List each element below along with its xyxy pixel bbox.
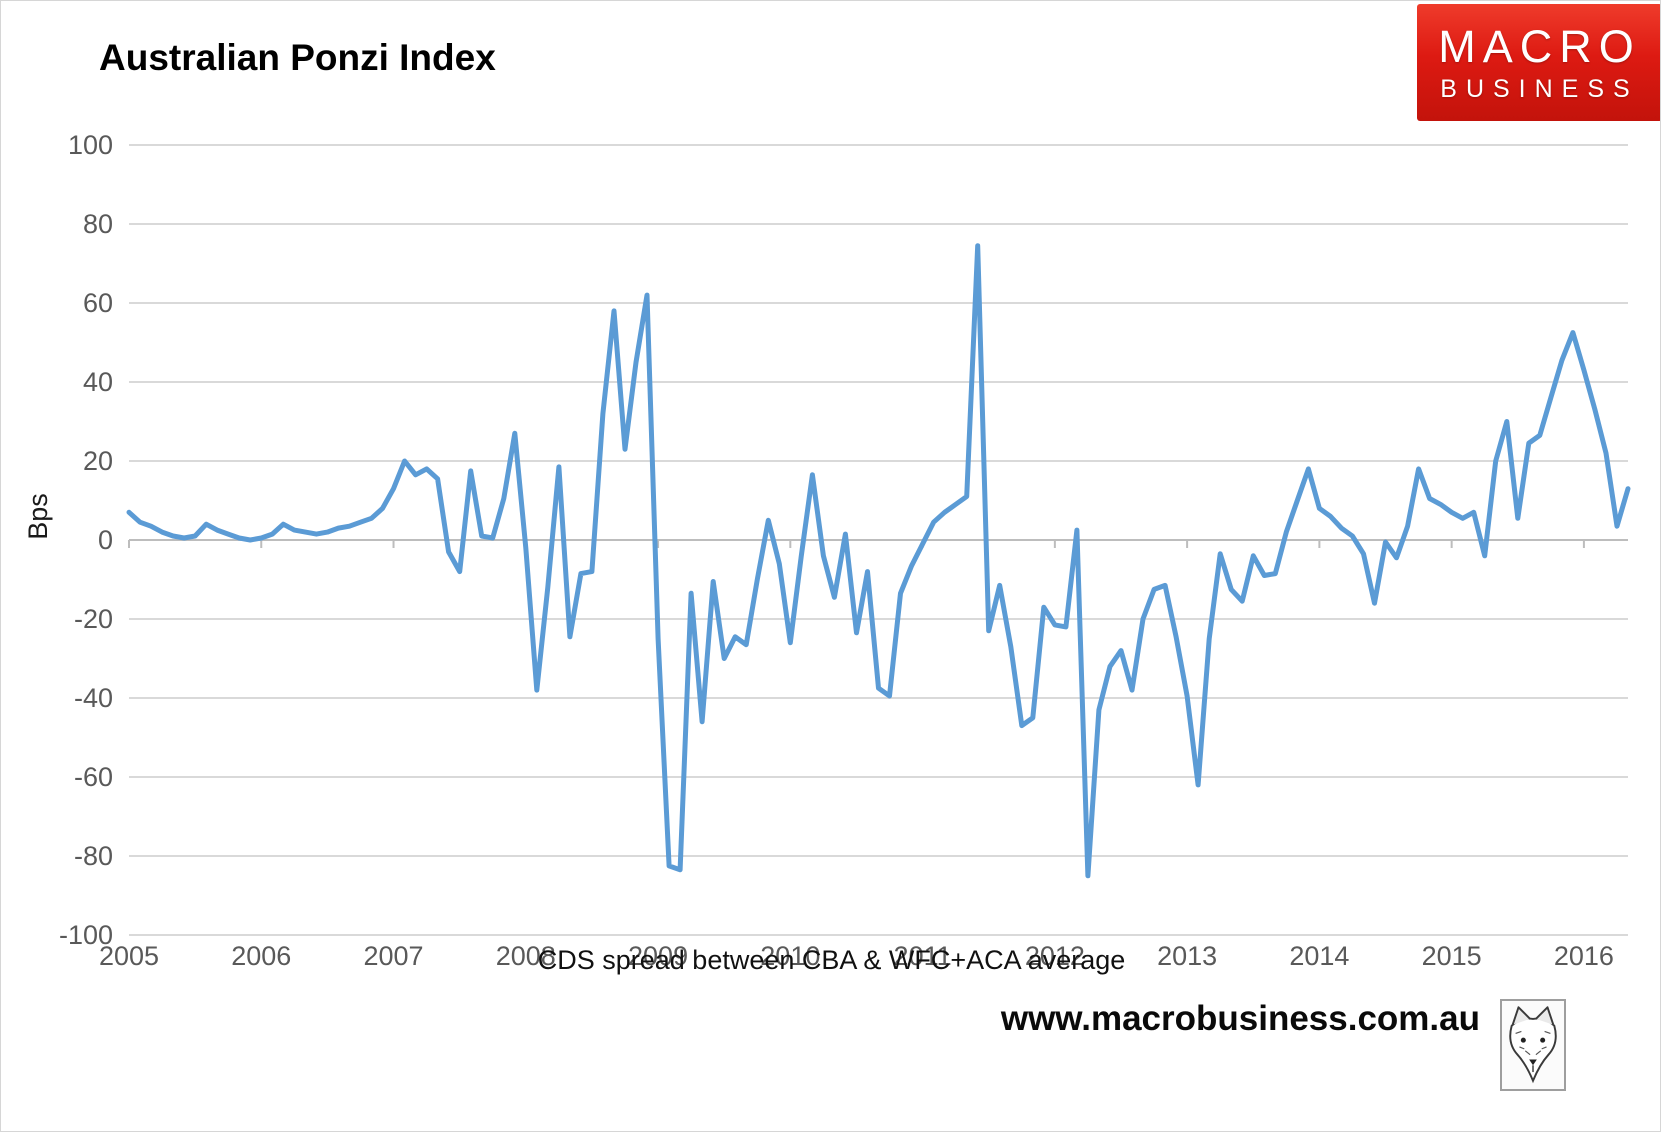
logo-text-macro: MACRO (1438, 21, 1641, 72)
y-tick-label: 60 (83, 288, 113, 318)
x-tick-label: 2012 (1025, 941, 1085, 971)
x-tick-label: 2010 (760, 941, 820, 971)
x-tick-label: 2013 (1157, 941, 1217, 971)
y-tick-label: 100 (68, 130, 113, 160)
chart-title: Australian Ponzi Index (99, 37, 496, 78)
x-tick-label: 2008 (496, 941, 556, 971)
y-tick-label: 40 (83, 367, 113, 397)
fox-head-icon (1509, 1006, 1557, 1084)
x-tick-label: 2009 (628, 941, 688, 971)
y-tick-label: -20 (74, 604, 113, 634)
x-tick-label: 2011 (894, 941, 952, 971)
x-tick-label: 2014 (1289, 941, 1349, 971)
x-tick-label: 2007 (363, 941, 423, 971)
x-tick-label: 2015 (1422, 941, 1482, 971)
y-tick-label: -100 (59, 920, 113, 950)
logo-text-business: BUSINESS (1440, 75, 1639, 103)
x-axis-caption: CDS spread between CBA & WFC+ACA average (537, 945, 1126, 975)
y-tick-label: -40 (74, 683, 113, 713)
x-tick-label: 2016 (1554, 941, 1614, 971)
website-url: www.macrobusiness.com.au (1000, 999, 1480, 1038)
y-tick-label: 20 (83, 446, 113, 476)
y-axis-title: Bps (22, 493, 53, 540)
y-tick-label: -60 (74, 762, 113, 792)
y-tick-label: -80 (74, 841, 113, 871)
x-tick-label: 2005 (99, 941, 159, 971)
fox-logo (1500, 999, 1566, 1091)
x-tick-label: 2006 (231, 941, 291, 971)
y-tick-label: 0 (98, 525, 113, 555)
macrobusiness-logo: MACRO BUSINESS (1417, 4, 1660, 121)
y-tick-label: 80 (83, 209, 113, 239)
series-line (126, 243, 1631, 879)
